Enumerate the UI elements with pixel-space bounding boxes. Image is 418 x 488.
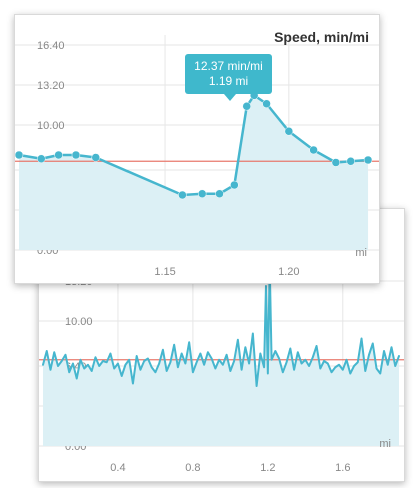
y-tick-label: 10.00 bbox=[37, 120, 65, 132]
data-point-marker bbox=[242, 102, 251, 111]
data-point-marker bbox=[37, 154, 46, 163]
data-point-marker bbox=[197, 189, 207, 198]
speed-area-fill bbox=[43, 264, 399, 446]
tooltip-distance-value: 1.19 mi bbox=[208, 74, 249, 88]
y-tick-label: 13.20 bbox=[37, 80, 65, 92]
x-tick-label: 1.2 bbox=[260, 462, 275, 474]
x-tick-label: 0.4 bbox=[110, 462, 125, 474]
data-point-marker bbox=[15, 150, 24, 160]
data-point-marker bbox=[91, 153, 100, 162]
data-point-marker bbox=[54, 150, 63, 160]
data-point-marker bbox=[230, 180, 239, 190]
data-point-marker bbox=[284, 127, 294, 136]
speed-area-fill bbox=[19, 95, 369, 250]
data-point-marker bbox=[215, 189, 224, 198]
data-point-marker bbox=[309, 145, 318, 155]
data-point-marker bbox=[363, 155, 373, 165]
data-point-marker bbox=[262, 99, 271, 108]
data-point-marker bbox=[331, 158, 341, 167]
data-point-marker bbox=[178, 190, 187, 200]
x-tick-label: 1.6 bbox=[335, 462, 350, 474]
speed-series-line bbox=[42, 263, 400, 387]
data-point-marker bbox=[346, 157, 355, 166]
x-tick-label: 0.8 bbox=[185, 462, 200, 474]
x-unit-label: mi bbox=[355, 247, 367, 259]
chart-title: Speed, min/mi bbox=[274, 29, 369, 45]
x-unit-label: mi bbox=[379, 438, 391, 450]
tooltip-speed-value: 12.37 min/mi bbox=[194, 59, 263, 73]
x-tick-label: 1.15 bbox=[154, 266, 175, 278]
y-tick-label: 10.00 bbox=[65, 316, 93, 328]
y-tick-label: 16.40 bbox=[37, 40, 65, 52]
data-point-marker bbox=[71, 150, 81, 160]
x-tick-label: 1.20 bbox=[278, 266, 299, 278]
data-point-tooltip: 12.37 min/mi 1.19 mi bbox=[185, 54, 272, 101]
